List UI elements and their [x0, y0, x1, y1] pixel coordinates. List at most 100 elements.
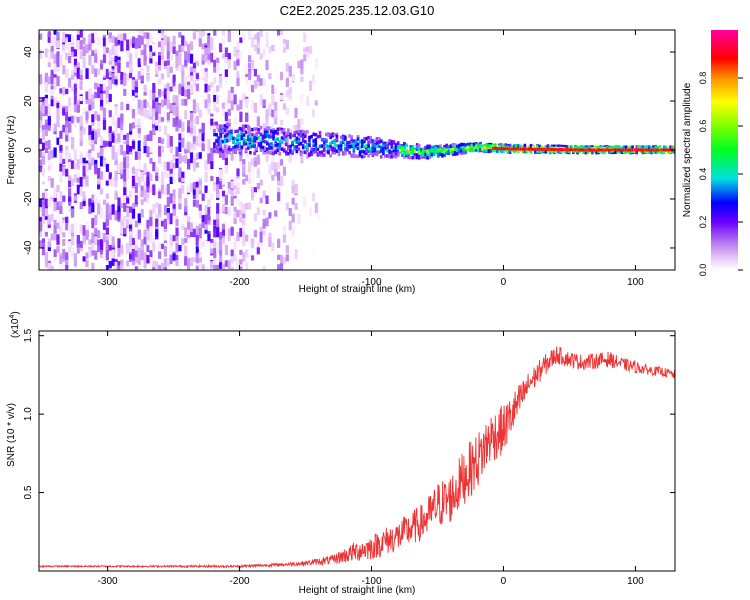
spectrogram-cell	[242, 229, 246, 235]
spectrogram-cell	[158, 265, 162, 270]
spectrogram-cell	[131, 122, 136, 129]
spectrogram-cell	[268, 212, 272, 219]
spectrogram-cell	[299, 152, 303, 157]
spectrogram-cell	[236, 134, 239, 138]
spectrogram-cell	[189, 227, 194, 238]
spectrogram-cell	[137, 58, 141, 68]
spectrogram-cell	[192, 199, 197, 207]
spectrogram-cell	[146, 231, 150, 240]
spectrogram-cell	[367, 135, 370, 140]
spectrogram-cell	[53, 63, 57, 73]
spectrogram-cell	[294, 183, 298, 194]
spectrogram-cell	[574, 148, 577, 152]
spectrogram-cell	[215, 121, 218, 126]
spectrogram-cell	[618, 149, 622, 154]
spectrogram-cell	[287, 131, 290, 136]
spectrogram-cell	[44, 125, 49, 136]
spectrogram-cell	[155, 175, 159, 181]
spectrogram-cell	[236, 187, 240, 194]
spectrogram-cell	[59, 153, 63, 159]
spectrogram-cell	[152, 90, 156, 101]
spectrogram-cell	[105, 246, 109, 253]
spectrogram-cell	[221, 124, 225, 129]
spectrogram-cell	[59, 258, 63, 266]
snr-frame	[38, 330, 676, 572]
spectrogram-cell	[137, 266, 141, 270]
spectrogram-cell	[268, 134, 271, 138]
spectrogram-cell	[274, 143, 277, 148]
spectrogram-cell	[85, 259, 89, 267]
spectrogram-cell	[163, 60, 168, 67]
spectrogram-cell	[76, 79, 80, 89]
spectrogram-cell	[339, 147, 343, 151]
spectrogram-cell	[91, 202, 95, 213]
spectrogram-cell	[591, 148, 594, 152]
spectrogram-cell	[325, 144, 328, 149]
spectrogram-cell	[354, 145, 358, 150]
spectrogram-cell	[155, 76, 159, 84]
spectrogram-cell	[189, 75, 194, 82]
spectrogram-cell	[445, 148, 449, 153]
spectrogram-cell	[213, 101, 217, 112]
spectrogram-cell	[221, 102, 226, 109]
spectrogram-cell	[588, 146, 592, 150]
spectrogram-cell	[192, 182, 197, 190]
spectrogram-cell	[102, 83, 107, 91]
spectrogram-cell	[403, 142, 406, 146]
spectrogram-cell	[213, 149, 216, 153]
spectrogram-cell	[392, 146, 396, 150]
spectrogram-cell	[102, 237, 107, 243]
spectrogram-cell	[424, 150, 427, 154]
spectrogram-cell	[88, 198, 92, 207]
spectrogram-cell	[53, 30, 57, 35]
spectrogram-cell	[350, 140, 354, 144]
spectrogram-cell	[500, 149, 503, 154]
spectrogram-cell	[276, 145, 280, 150]
spectrogram-cell	[192, 32, 197, 40]
spectrogram-cell	[485, 146, 489, 150]
spectrogram-cell	[39, 206, 43, 212]
spectrogram-cell	[242, 179, 246, 185]
spectrogram-cell	[114, 137, 118, 144]
spectrogram-cell	[268, 232, 272, 242]
spectrogram-cell	[143, 195, 147, 202]
spectrogram-cell	[99, 59, 104, 66]
spectrogram-cell	[204, 53, 208, 61]
spectrogram-cell	[181, 71, 185, 79]
spectrogram-cell	[245, 114, 249, 122]
spectrogram-y-tick-label: 20	[23, 95, 34, 107]
spectrogram-cell	[405, 143, 408, 148]
spectrogram-cell	[242, 125, 246, 130]
spectrogram-cell	[230, 91, 234, 102]
spectrogram-cell	[114, 179, 118, 188]
spectrogram-cell	[99, 171, 104, 180]
spectrogram-cell	[143, 84, 147, 93]
spectrogram-cell	[246, 124, 250, 129]
spectrogram-x-axis: -300 -200 -100 0 100	[98, 30, 644, 288]
spectrogram-cell	[128, 154, 133, 165]
spectrogram-cell	[221, 190, 226, 198]
spectrogram-cell	[417, 144, 421, 148]
spectrogram-cell	[88, 239, 92, 245]
spectrogram-cell	[146, 176, 150, 186]
spectrogram-cell	[236, 144, 239, 148]
spectrogram-cell	[407, 155, 411, 159]
spectrogram-cell	[445, 146, 449, 150]
spectrogram-cell	[517, 144, 520, 148]
spectrogram-cell	[79, 96, 83, 102]
spectrogram-cell	[94, 215, 98, 226]
spectrogram-cell	[99, 110, 104, 118]
spectrogram-cell	[301, 145, 305, 150]
spectrogram-cell	[39, 221, 43, 232]
spectrogram-cell	[279, 94, 284, 101]
spectrogram-cell	[94, 228, 98, 236]
spectrogram-cell	[311, 74, 316, 84]
spectrogram-cell	[126, 74, 130, 81]
spectrogram-cell	[251, 141, 254, 145]
spectrogram-cell	[403, 155, 406, 159]
spectrogram-cell	[195, 187, 199, 199]
spectrogram-cell	[409, 155, 413, 160]
spectrogram-cell	[300, 94, 304, 103]
spectrogram-cell	[198, 31, 202, 41]
spectrogram-cell	[97, 121, 101, 132]
